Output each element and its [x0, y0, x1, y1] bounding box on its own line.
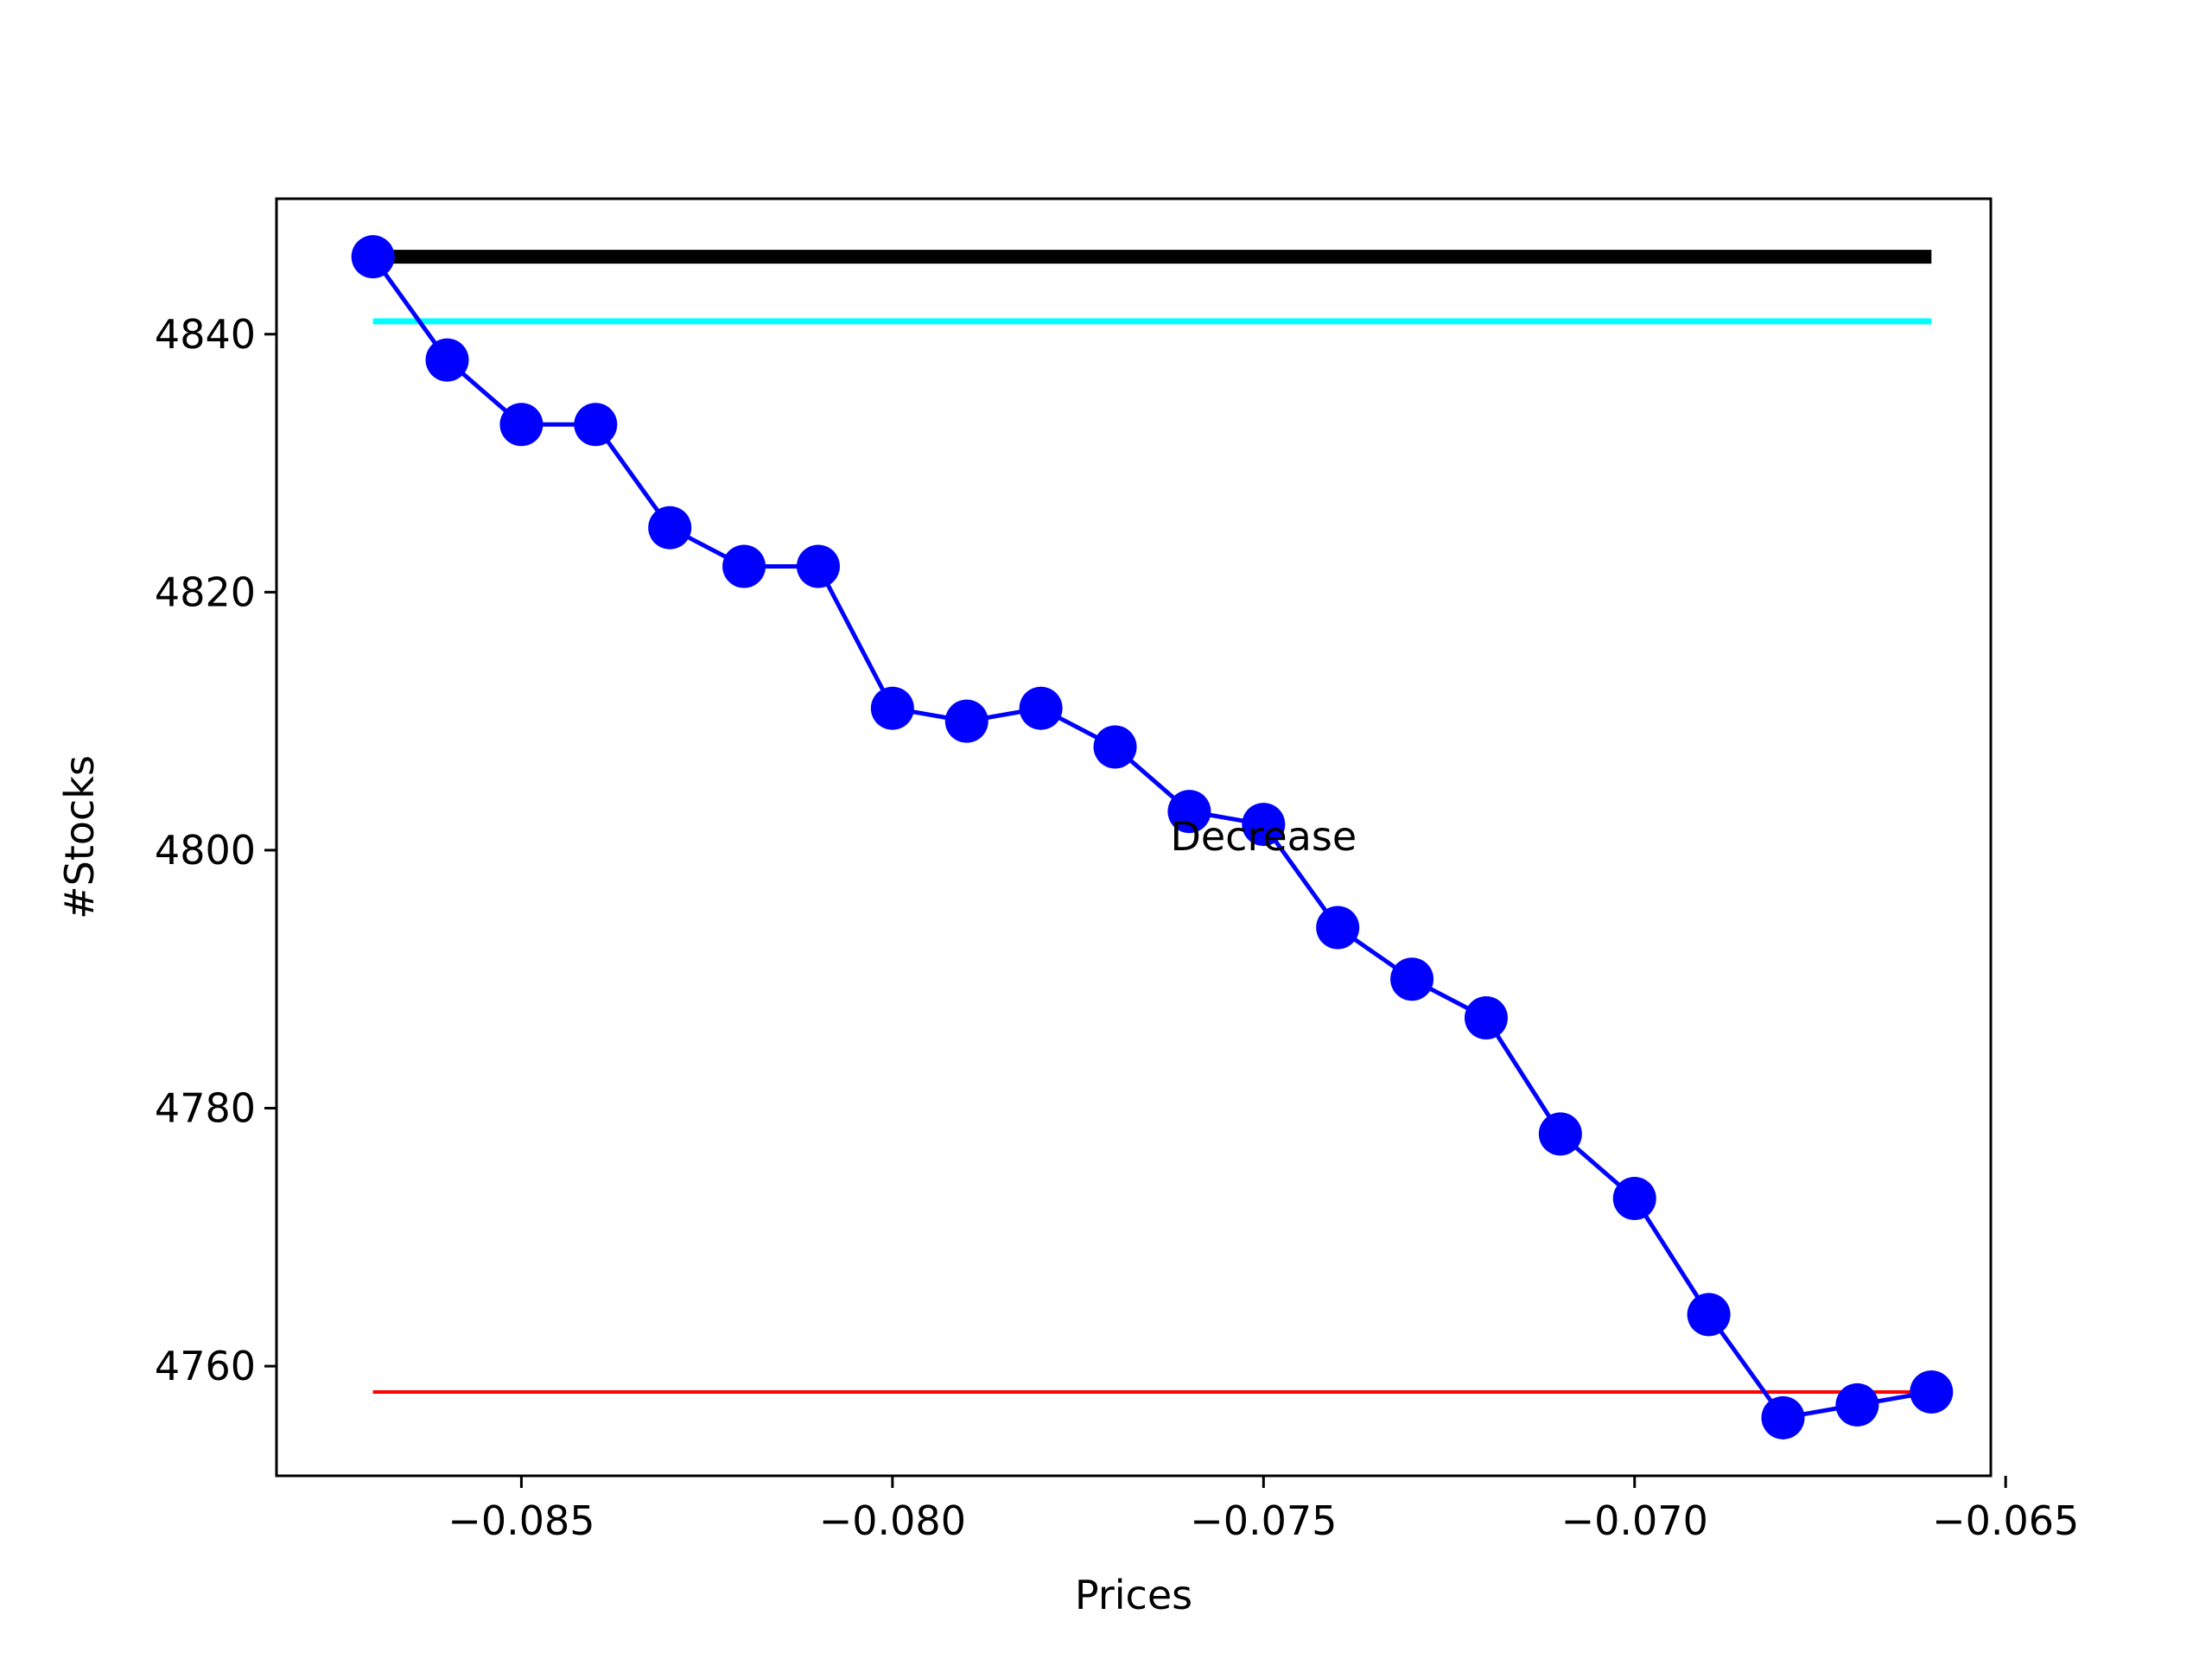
- x-axis-ticks: −0.085 −0.080 −0.075 −0.070 −0.065: [448, 1476, 2079, 1544]
- y-axis-ticks: 4760 4780 4800 4820 4840: [155, 311, 276, 1389]
- x-tick-label: −0.070: [1561, 1497, 1708, 1544]
- y-axis-label: #Stocks: [56, 755, 103, 919]
- data-point: [1464, 996, 1508, 1040]
- data-point: [1910, 1370, 1954, 1414]
- data-point: [1835, 1382, 1879, 1427]
- data-point: [1612, 1177, 1656, 1221]
- data-point: [1242, 803, 1286, 847]
- y-tick-label: 4840: [155, 311, 256, 358]
- x-axis-label: Prices: [1075, 1572, 1192, 1618]
- data-point: [1093, 725, 1137, 769]
- data-point: [796, 544, 840, 588]
- annotation-layer: Decrease: [1170, 813, 1357, 860]
- data-point: [944, 699, 988, 743]
- x-tick-label: −0.065: [1932, 1497, 2079, 1544]
- series-line-0: [371, 255, 1932, 1421]
- x-tick-label: −0.085: [448, 1497, 594, 1544]
- x-tick-label: −0.075: [1190, 1497, 1337, 1544]
- data-point: [1019, 686, 1063, 730]
- data-point: [870, 686, 914, 730]
- annotation-text: Decrease: [1170, 813, 1357, 860]
- y-tick-label: 4820: [155, 569, 256, 615]
- x-tick-label: −0.080: [819, 1497, 966, 1544]
- data-point: [722, 544, 766, 588]
- data-point: [1538, 1112, 1582, 1156]
- data-point: [1390, 957, 1434, 1001]
- y-tick-label: 4760: [155, 1343, 256, 1389]
- plot-area: [276, 199, 1991, 1476]
- data-point: [351, 235, 395, 279]
- series-layer: [351, 235, 1954, 1440]
- data-point: [574, 403, 618, 447]
- plot-frame: [275, 197, 1993, 1478]
- data-point: [425, 338, 469, 382]
- reference-lines: [372, 250, 1932, 1394]
- data-point: [1167, 790, 1211, 834]
- data-point: [1687, 1293, 1731, 1337]
- y-tick-label: 4800: [155, 827, 256, 874]
- y-tick-label: 4780: [155, 1085, 256, 1132]
- data-point: [648, 505, 692, 550]
- data-point: [1761, 1395, 1805, 1440]
- data-point: [499, 403, 543, 447]
- data-point: [1316, 906, 1360, 950]
